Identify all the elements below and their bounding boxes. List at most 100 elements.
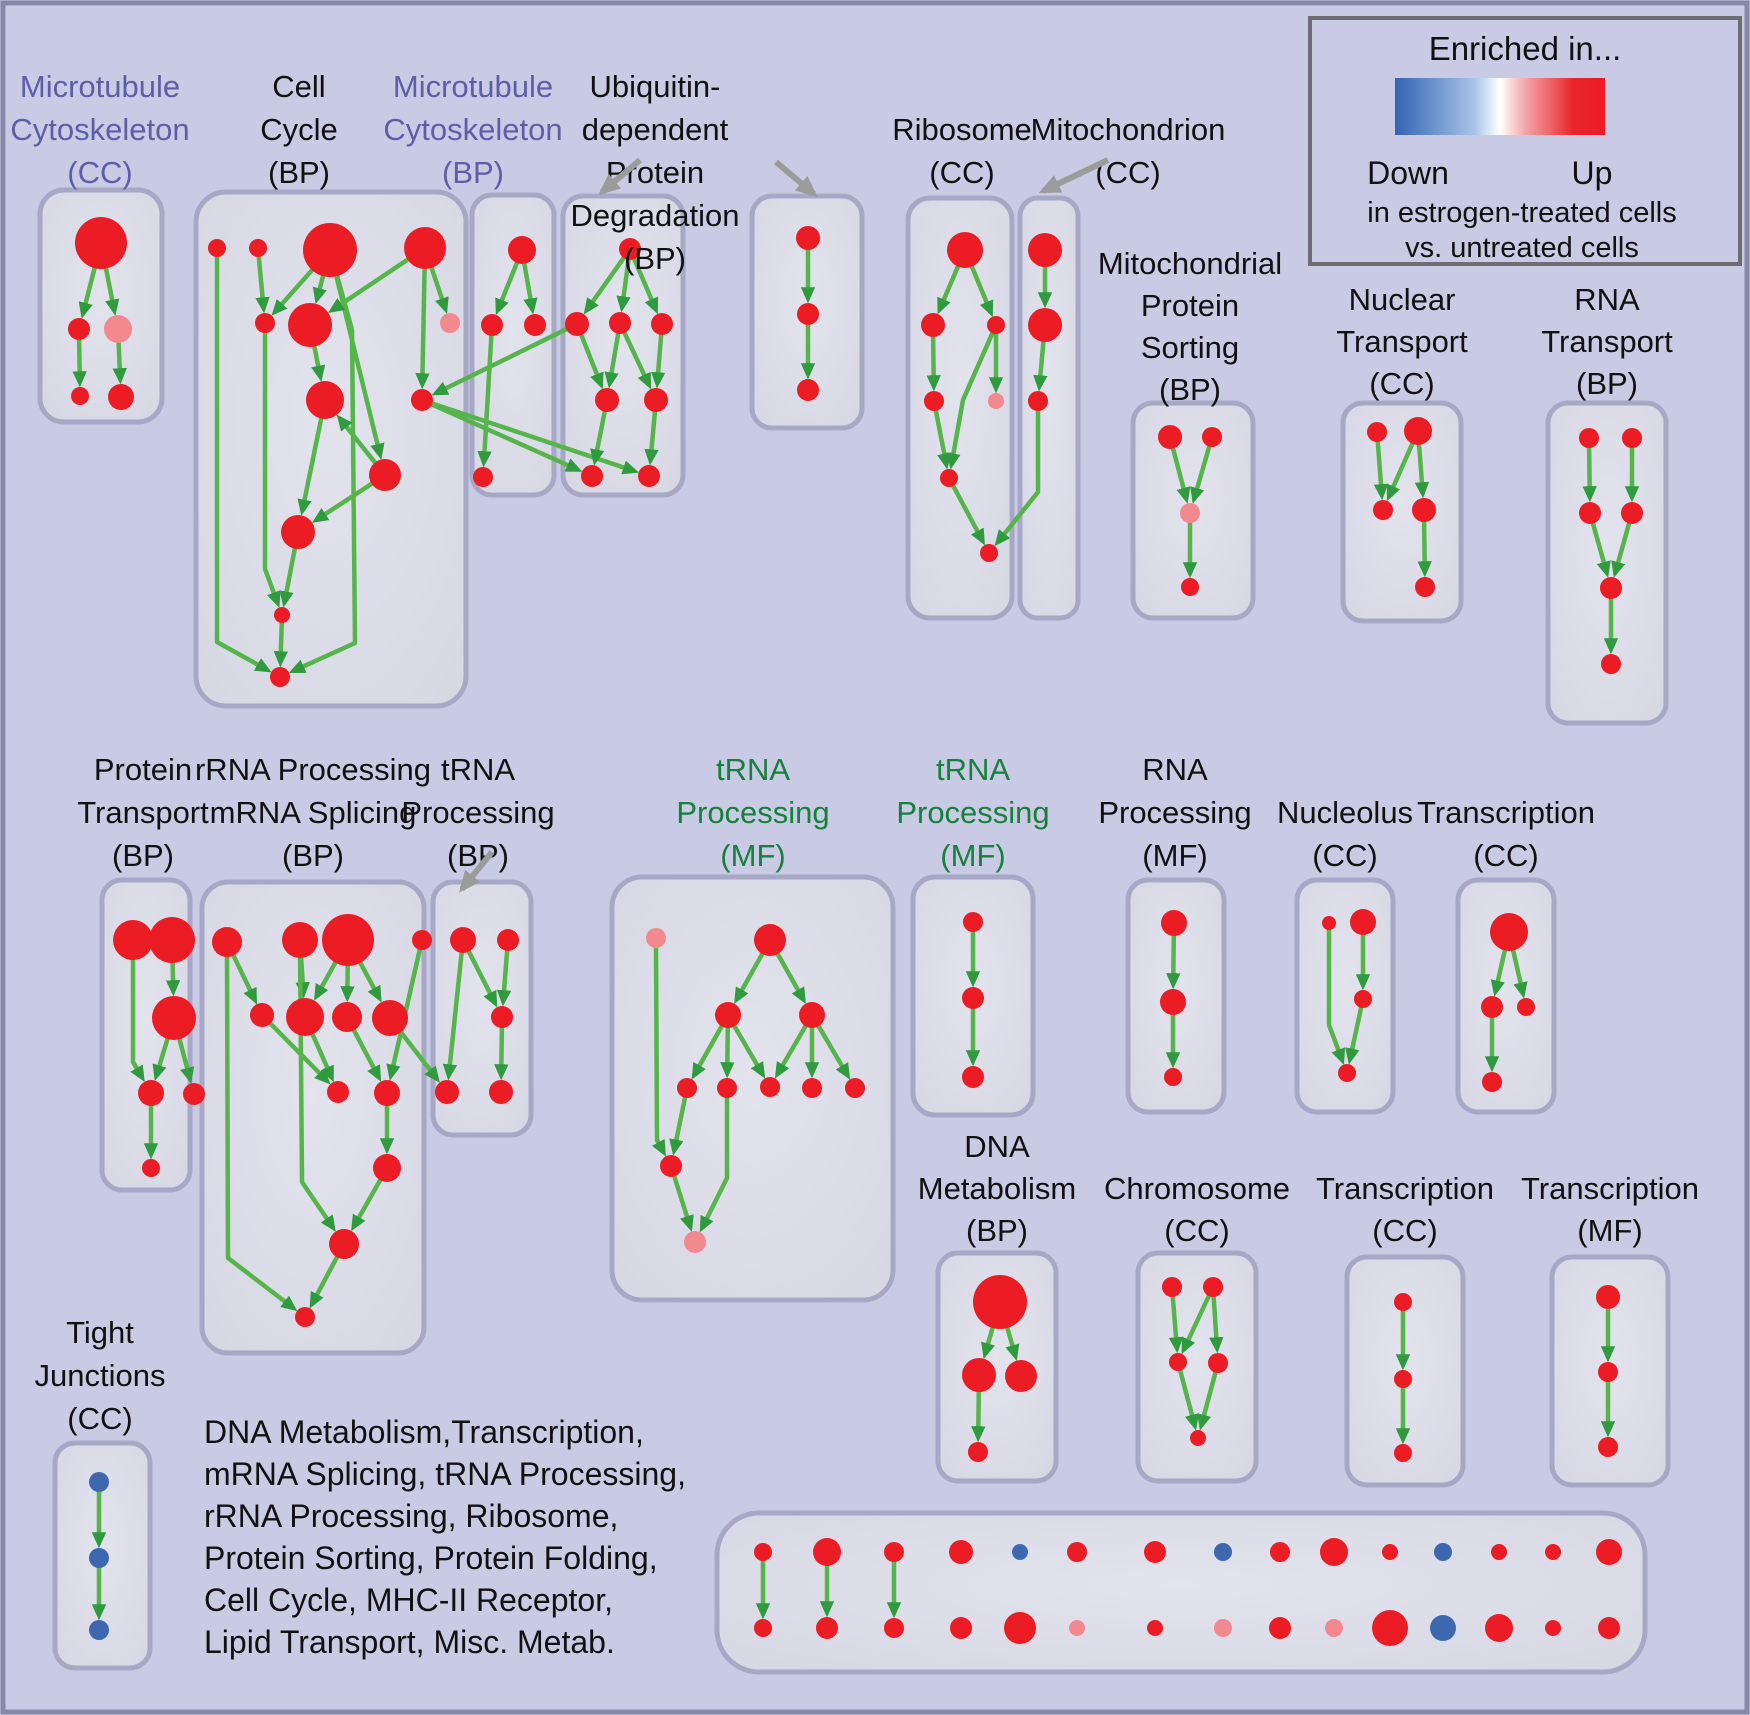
go-node-n9 bbox=[845, 1078, 865, 1098]
cluster-label-dna-metabolism: DNA Metabolism (BP) bbox=[918, 1129, 1077, 1248]
edge-d1-d2 bbox=[981, 1326, 995, 1360]
cluster-label-rna-processing-mf: RNA Processing (MF) bbox=[1098, 752, 1251, 873]
go-node-l7 bbox=[332, 1002, 362, 1032]
cluster-label-nucleolus: Nucleolus (CC) bbox=[1277, 795, 1413, 873]
edge-r6-r7 bbox=[950, 484, 985, 546]
go-node-n10 bbox=[660, 1155, 682, 1177]
go-node-x14b bbox=[1545, 1620, 1561, 1636]
edge-l12-l13 bbox=[309, 1255, 340, 1309]
cluster-label-trna-processing-bp: tRNA Processing (BP) bbox=[401, 752, 554, 873]
edge-u5-u8 bbox=[644, 410, 659, 466]
go-node-v2 bbox=[797, 303, 819, 325]
cluster-box-chromosome bbox=[1135, 1250, 1259, 1484]
go-node-t2 bbox=[497, 929, 519, 951]
go-node-p3 bbox=[1164, 1068, 1182, 1086]
cluster-box-nuclear-transport bbox=[1340, 400, 1464, 624]
edge-t3-t5 bbox=[494, 1026, 509, 1081]
go-node-d4 bbox=[968, 1442, 988, 1462]
edge-r1-r3 bbox=[969, 264, 994, 318]
cluster-label-misc-note: DNA Metabolism,Transcription, mRNA Splici… bbox=[204, 1414, 686, 1660]
edge-r3-r6 bbox=[946, 331, 995, 470]
edge-c3-c6 bbox=[312, 274, 327, 305]
edge-i2-i3 bbox=[1386, 441, 1415, 502]
legend-box bbox=[1308, 16, 1742, 266]
go-node-x7t bbox=[1144, 1541, 1166, 1563]
go-node-x2t bbox=[813, 1538, 841, 1566]
cluster-box-rna-transport bbox=[1545, 400, 1669, 726]
edge-n5-n10 bbox=[669, 1096, 688, 1156]
cluster-box-nucleolus bbox=[1294, 877, 1396, 1115]
go-node-r2 bbox=[921, 313, 945, 337]
edge-q3-q4 bbox=[1345, 1006, 1364, 1065]
edge-l3-l6 bbox=[314, 960, 338, 1001]
go-node-x1b bbox=[754, 1619, 772, 1637]
go-node-x6b bbox=[1069, 1620, 1085, 1636]
edge-i4-i5 bbox=[1417, 520, 1432, 578]
go-node-x3t bbox=[884, 1542, 904, 1562]
go-node-c2 bbox=[249, 239, 267, 257]
go-node-j2 bbox=[1622, 428, 1642, 448]
go-node-m4 bbox=[473, 467, 493, 487]
edge-k1-k4 bbox=[130, 959, 145, 1083]
edge-i1-i3 bbox=[1373, 440, 1389, 501]
go-node-l3 bbox=[322, 914, 374, 966]
go-node-k1 bbox=[113, 920, 153, 960]
go-node-c6b bbox=[306, 381, 344, 419]
edge-l6-l9 bbox=[310, 1032, 334, 1083]
edge-c4-c6 bbox=[327, 257, 410, 314]
go-node-f3 bbox=[1394, 1444, 1412, 1462]
go-node-l5 bbox=[250, 1003, 274, 1027]
go-node-c4 bbox=[404, 227, 446, 269]
edge-r4-r6 bbox=[933, 409, 952, 470]
cluster-label-mito-protein-sorting: Mitochondrial Protein Sorting (BP) bbox=[1098, 246, 1282, 407]
go-node-u8 bbox=[638, 465, 660, 487]
go-node-c9 bbox=[369, 459, 401, 491]
go-node-g3 bbox=[1598, 1437, 1618, 1457]
go-node-e2 bbox=[1203, 1277, 1223, 1297]
edge-n1-n10 bbox=[651, 946, 666, 1157]
go-node-f1 bbox=[1394, 1293, 1412, 1311]
cluster-label-mitochondrion: Mitochondrion (CC) bbox=[1031, 112, 1226, 190]
edge-q1-q4 bbox=[1326, 929, 1346, 1065]
callout-arrow-2 bbox=[774, 159, 818, 198]
edge-k2-k3 bbox=[165, 961, 181, 997]
legend-gradient-bar bbox=[1395, 78, 1605, 135]
go-node-r7 bbox=[980, 544, 998, 562]
go-node-n1 bbox=[646, 928, 666, 948]
edge-s1-s2 bbox=[1490, 949, 1508, 997]
edge-c5-c10 bbox=[262, 332, 281, 608]
cluster-box-mitochondrion bbox=[1017, 195, 1081, 621]
edge-c7-u7 bbox=[430, 402, 583, 472]
go-node-c5 bbox=[255, 313, 275, 333]
go-node-x15b bbox=[1598, 1617, 1620, 1639]
cluster-label-rrna-processing: rRNA Processing mRNA Splicing (BP) bbox=[195, 752, 431, 873]
go-node-i2 bbox=[1404, 417, 1432, 445]
edge-u2-u4 bbox=[604, 332, 621, 389]
edge-n3-n7 bbox=[732, 1024, 766, 1079]
edge-l11-l12 bbox=[351, 1178, 383, 1232]
edge-c9-c8 bbox=[311, 481, 374, 523]
go-node-o3 bbox=[962, 1066, 984, 1088]
edge-a1-a2 bbox=[78, 266, 97, 319]
edge-i2-i4 bbox=[1414, 443, 1430, 499]
go-node-u5 bbox=[644, 388, 668, 412]
cluster-label-transcription-mf: Transcription (MF) bbox=[1521, 1171, 1699, 1248]
go-node-x9t bbox=[1270, 1542, 1290, 1562]
cluster-label-tight-junctions: Tight Junctions (CC) bbox=[35, 1315, 166, 1436]
cluster-label-cell-cycle: Cell Cycle (BP) bbox=[260, 69, 338, 190]
go-node-k2 bbox=[149, 917, 195, 963]
edge-l1-l13 bbox=[224, 955, 298, 1312]
go-node-x6t bbox=[1067, 1542, 1087, 1562]
go-node-w3 bbox=[1028, 391, 1048, 411]
edge-k3-k5 bbox=[177, 1037, 195, 1084]
cluster-label-protein-transport: Protein Transport (BP) bbox=[77, 752, 209, 873]
edge-m1-m2 bbox=[495, 261, 520, 316]
edge-d2-d4 bbox=[971, 1390, 986, 1443]
go-node-t3 bbox=[491, 1006, 513, 1028]
go-node-k3 bbox=[152, 996, 196, 1040]
go-node-l4 bbox=[412, 930, 432, 950]
edge-e1-e3 bbox=[1168, 1295, 1184, 1354]
go-node-n3 bbox=[715, 1002, 741, 1028]
